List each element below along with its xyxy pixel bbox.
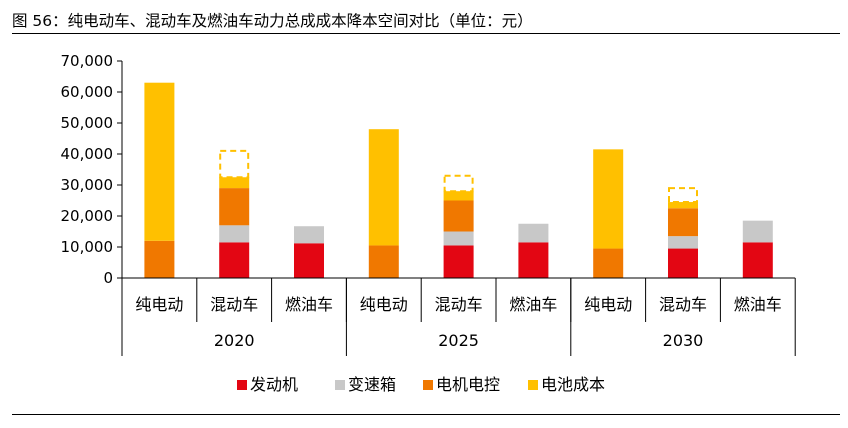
bar-segment — [144, 82, 175, 241]
x-group-label: 2030 — [663, 331, 704, 350]
bar-segment — [219, 225, 250, 243]
bar-segment — [219, 188, 250, 226]
bar-segment — [219, 242, 250, 278]
legend-swatch — [335, 380, 345, 390]
bar-segment — [518, 223, 549, 243]
y-tick-label: 70,000 — [61, 52, 114, 70]
x-group-label: 2025 — [438, 331, 479, 350]
x-group-label: 2020 — [214, 331, 255, 350]
bar-segment — [219, 177, 250, 189]
legend-label: 电池成本 — [541, 375, 605, 394]
legend-label: 电机电控 — [436, 375, 500, 394]
legend: 发动机 变速箱 电机电控 电池成本 — [237, 375, 605, 394]
legend-swatch — [528, 380, 538, 390]
legend-label: 变速箱 — [348, 375, 396, 394]
bar-segment — [144, 240, 175, 278]
bar-segment — [294, 226, 324, 244]
y-tick-label: 30,000 — [61, 176, 114, 194]
legend-swatch — [423, 380, 433, 390]
bar-segment — [368, 129, 399, 246]
legend-label: 发动机 — [250, 375, 298, 394]
x-category-label: 混动车 — [659, 295, 707, 314]
y-tick-label: 20,000 — [61, 207, 114, 225]
y-axis: 0 10,000 20,000 30,000 40,000 50,000 60,000 70,… — [61, 52, 123, 287]
y-tick-label: 10,000 — [61, 238, 114, 256]
y-tick-label: 0 — [103, 269, 113, 287]
bar-segment — [518, 242, 549, 278]
x-category-label: 燃油车 — [509, 295, 557, 314]
bar-segment — [668, 202, 698, 209]
y-tick-label: 50,000 — [61, 114, 114, 132]
reduction-space-box — [219, 149, 250, 179]
x-category-label: 混动车 — [210, 295, 258, 314]
bottom-rule — [12, 414, 840, 415]
x-category-label: 燃油车 — [734, 295, 782, 314]
reduction-space-box — [443, 174, 474, 193]
x-category-label: 混动车 — [435, 295, 483, 314]
bar-segment — [668, 236, 698, 249]
bar-segment — [443, 231, 474, 246]
x-category-label: 纯电动 — [584, 295, 632, 314]
x-category-label: 纯电动 — [360, 295, 408, 314]
bar-segment — [593, 248, 624, 278]
x-category-label: 燃油车 — [285, 295, 333, 314]
bar-segment — [443, 200, 474, 232]
y-tick-label: 40,000 — [61, 145, 114, 163]
bar-segment — [443, 191, 474, 201]
bar-segment — [742, 242, 773, 278]
bar-segment — [668, 248, 698, 278]
legend-swatch — [237, 380, 247, 390]
y-tick-label: 60,000 — [61, 83, 114, 101]
bar-segment — [742, 220, 773, 243]
x-category-label: 纯电动 — [135, 295, 183, 314]
bar-segment — [593, 149, 624, 249]
chart-title: 图 56：纯电动车、混动车及燃油车动力总成成本降本空间对比（单位：元） — [12, 12, 533, 30]
bar-segment — [294, 243, 324, 278]
bars — [144, 82, 773, 278]
bar-segment — [443, 245, 474, 278]
title-rule — [12, 33, 840, 34]
bar-segment — [368, 245, 399, 278]
x-axis: 纯电动 混动车 燃油车 纯电动 混动车 燃油车 纯电动 混动车 燃油车 2020 2025 2030 — [121, 277, 796, 356]
bar-segment — [668, 208, 698, 237]
reduction-space-box — [668, 187, 698, 204]
